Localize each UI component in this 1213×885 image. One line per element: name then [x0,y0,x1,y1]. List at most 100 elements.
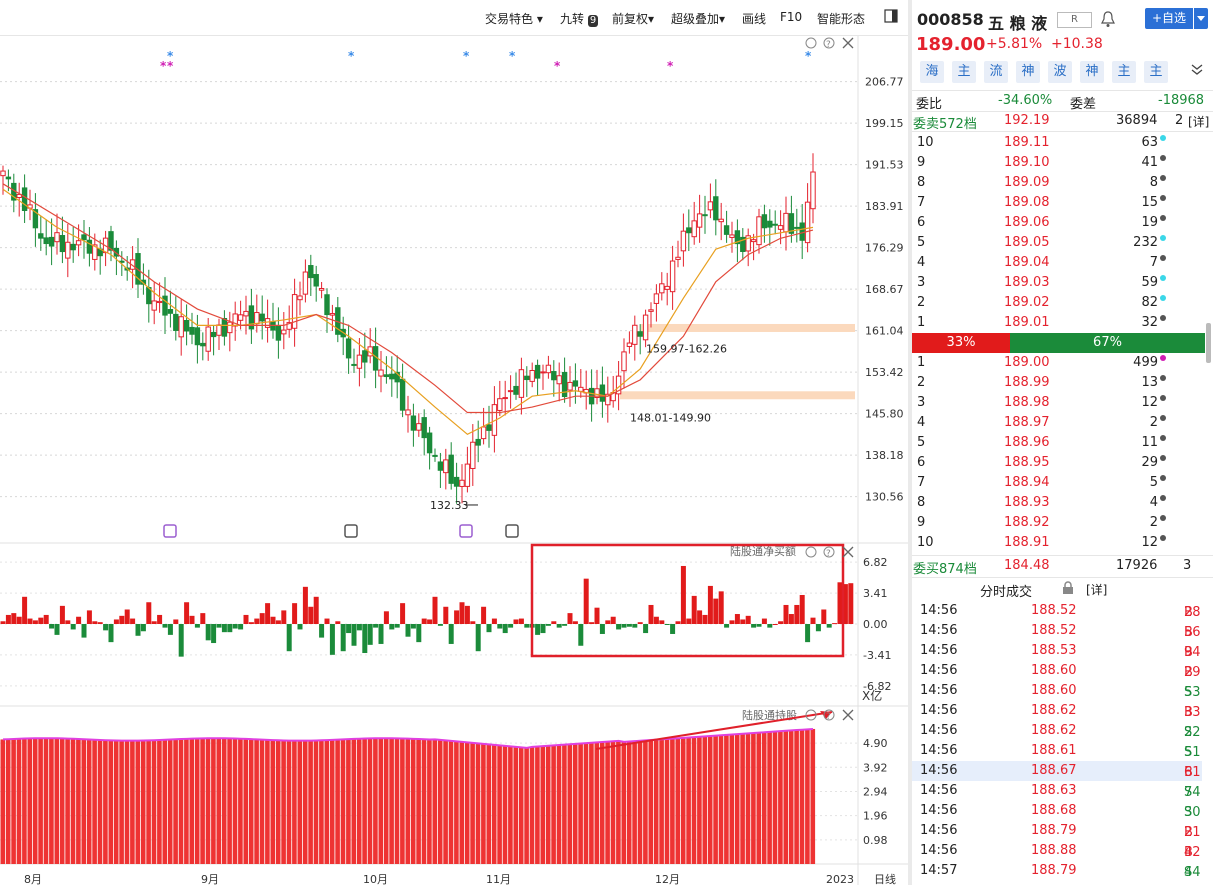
ask-level-row[interactable]: 1 189.01 32 [912,313,1202,333]
trade-price: 188.62 [1031,723,1077,738]
hold-bar [437,739,443,864]
kline-chart[interactable]: 206.77 199.15 191.53 183.91 176.29 168.67 161.… [0,36,908,885]
draw-line-button[interactable]: 画线 [742,12,767,26]
hold-bar [243,738,249,864]
price-tick-label: 206.77 [865,76,904,89]
trade-row[interactable]: 14:56 188.52 56 B [912,621,1202,641]
bid-level-row[interactable]: 2 188.99 13 [912,373,1202,393]
candle-body [637,331,643,337]
settings-icon [805,546,817,558]
hold-bar [335,739,340,864]
alert-bell-icon[interactable] [1100,10,1116,32]
flow-bar [432,596,438,624]
jiuzhuan-toggle[interactable]: 九转 9 [560,10,599,27]
flow-tick-label: -3.41 [863,649,891,662]
ask-level-row[interactable]: 8 189.09 8 [912,173,1202,193]
bid-level-row[interactable]: 6 188.95 29 [912,453,1202,473]
panel-toggle-icon[interactable] [884,9,898,26]
trade-row[interactable]: 14:56 188.67 61 B [912,761,1202,781]
ask-level-row[interactable]: 2 189.02 82 [912,293,1202,313]
tag-liu[interactable]: 流 [984,61,1008,83]
settings-icon [805,709,817,721]
candle-body [248,305,255,330]
hold-bar [432,739,438,864]
tag-zhu-2[interactable]: 主 [1112,61,1136,83]
trade-row[interactable]: 14:56 188.62 22 S [912,721,1202,741]
ask-level-row[interactable]: 6 189.06 19 [912,213,1202,233]
candle-body [524,375,530,381]
expand-tags-icon[interactable] [1190,62,1204,80]
flow-bar [637,622,643,624]
flow-bar [286,624,292,652]
tag-shen[interactable]: 神 [1016,61,1040,83]
trade-feature-menu[interactable]: 交易特色 ▾ [485,12,543,26]
panel-divider[interactable] [908,0,912,885]
ask-level-row[interactable]: 3 189.03 59 [912,273,1202,293]
order-detail-link[interactable]: [详] [1188,115,1210,129]
flow-bar [648,604,654,624]
order-scrollbar[interactable] [1206,323,1211,363]
level-volume: 41 [1141,155,1158,170]
volume-dot-icon [1160,395,1166,401]
trade-row[interactable]: 14:56 188.68 30 S [912,801,1202,821]
trade-row[interactable]: 14:56 188.62 33 B [912,701,1202,721]
bid-level-row[interactable]: 4 188.97 2 [912,413,1202,433]
hold-bar [189,738,195,864]
bid-level-row[interactable]: 5 188.96 11 [912,433,1202,453]
watchlist-dropdown-icon[interactable] [1194,8,1208,29]
trade-row[interactable]: 14:56 188.52 28 B [912,601,1202,621]
trade-time: 14:57 [920,863,958,878]
bid-level-row[interactable]: 9 188.92 2 [912,513,1202,533]
tag-zhu-3[interactable]: 主 [1144,61,1168,83]
trade-row[interactable]: 14:56 188.53 94 B [912,641,1202,661]
add-watchlist-button[interactable]: +自选 [1145,8,1193,29]
hold-bar [205,738,211,864]
level-price: 189.00 [1004,355,1050,370]
hold-bar [778,731,783,864]
hold-bar [119,740,124,864]
ask-level-row[interactable]: 7 189.08 15 [912,193,1202,213]
ask-level-row[interactable]: 9 189.10 41 [912,153,1202,173]
trade-row[interactable]: 14:56 188.88 42 B [912,841,1202,861]
close-icon [842,37,854,49]
trade-row[interactable]: 14:56 188.61 51 S [912,741,1202,761]
trades-detail-link[interactable]: [详] [1086,583,1108,597]
tag-hai[interactable]: 海 [920,61,944,83]
trade-side: B [1184,705,1193,720]
hold-bar [621,741,627,864]
smart-pattern-button[interactable]: 智能形态 [817,12,866,26]
trade-row[interactable]: 14:56 188.60 53 S [912,681,1202,701]
hold-bar [616,740,621,864]
hold-bar [162,739,168,864]
tag-zhu[interactable]: 主 [952,61,976,83]
price-tick-label: 138.18 [865,449,904,462]
bid-level-row[interactable]: 3 188.98 12 [912,393,1202,413]
candle-body [210,331,217,338]
f10-button[interactable]: F10 [780,10,803,24]
tag-shen-2[interactable]: 神 [1080,61,1104,83]
signal-star-icon: * [805,49,812,63]
bid-level-row[interactable]: 7 188.94 5 [912,473,1202,493]
adjust-menu[interactable]: 前复权▾ [612,12,655,26]
weibi-label: 委比 [916,97,943,112]
flow-bar [297,624,303,630]
ask-level-row[interactable]: 5 189.05 232 [912,233,1202,253]
trade-row[interactable]: 14:56 188.79 21 B [912,821,1202,841]
volume-dot-icon [1160,435,1166,441]
level-volume: 232 [1133,235,1158,250]
help-icon [823,546,835,558]
hold-tick-label: 1.96 [863,810,888,823]
bid-level-row[interactable]: 10 188.91 12 [912,533,1202,553]
trade-row[interactable]: 14:56 188.63 74 S [912,781,1202,801]
overlay-menu[interactable]: 超级叠加▾ [671,12,726,26]
flow-bar [815,624,821,632]
trade-row[interactable]: 14:57 188.79 44 S [912,861,1202,881]
bid-level-row[interactable]: 1 189.00 499 [912,353,1202,373]
ask-level-row[interactable]: 4 189.04 7 [912,253,1202,273]
bid-level-row[interactable]: 8 188.93 4 [912,493,1202,513]
candle-body [788,213,795,234]
trade-row[interactable]: 14:56 188.60 29 B [912,661,1202,681]
chart-area[interactable]: 206.77 199.15 191.53 183.91 176.29 168.67 161.… [0,36,908,885]
ask-level-row[interactable]: 10 189.11 63 [912,133,1202,153]
tag-bo[interactable]: 波 [1048,61,1072,83]
